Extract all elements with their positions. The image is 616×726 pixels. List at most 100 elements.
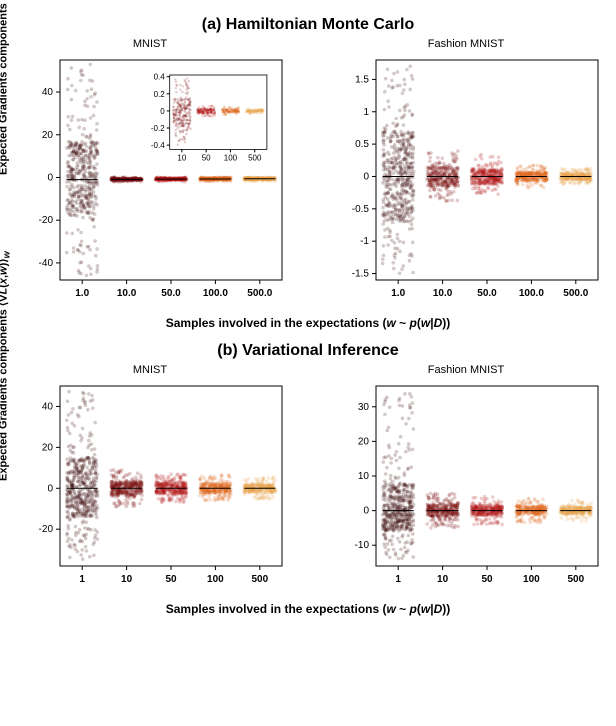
data-point [70, 84, 74, 88]
data-point [84, 537, 88, 541]
data-point [387, 84, 391, 88]
data-point [398, 155, 402, 159]
data-point [85, 485, 89, 489]
data-point [405, 219, 409, 223]
inset-data-point [178, 123, 180, 125]
data-point [87, 192, 91, 196]
inset-data-point [178, 140, 180, 142]
data-point [96, 537, 100, 541]
inset-data-point [189, 102, 191, 104]
inset-data-point [178, 109, 180, 111]
data-point [88, 431, 92, 435]
data-point [81, 216, 85, 220]
panel-subtitle: Fashion MNIST [326, 38, 606, 50]
data-point [386, 99, 390, 103]
section-title: (a) Hamiltonian Monte Carlo [10, 16, 606, 34]
data-point [516, 166, 520, 170]
data-point [83, 503, 87, 507]
data-point [94, 534, 98, 538]
data-point [496, 192, 500, 196]
inset-data-point [186, 129, 188, 131]
data-point [383, 154, 387, 158]
data-point [71, 484, 75, 488]
data-point [71, 115, 75, 119]
data-point [74, 89, 78, 93]
data-point [405, 68, 409, 72]
inset-data-point [207, 109, 209, 111]
inset-data-point [179, 84, 181, 86]
inset-data-point [175, 109, 177, 111]
data-point [166, 177, 170, 181]
inset-data-point [235, 112, 237, 114]
data-point [73, 460, 77, 464]
data-point [411, 271, 415, 275]
data-point [138, 502, 142, 506]
data-point [85, 549, 89, 553]
data-point [65, 510, 69, 514]
data-point [84, 533, 88, 537]
data-point [451, 198, 455, 202]
data-point [89, 205, 93, 209]
data-point [390, 239, 394, 243]
data-point [92, 207, 96, 211]
data-point [69, 193, 73, 197]
data-point [115, 475, 119, 479]
data-point [80, 260, 84, 264]
data-point [96, 268, 100, 272]
data-point [454, 166, 458, 170]
data-point [93, 212, 97, 216]
data-point [82, 162, 86, 166]
data-point [476, 181, 480, 185]
data-point [401, 92, 405, 96]
data-point [94, 181, 98, 185]
data-point [136, 471, 140, 475]
data-point [66, 174, 70, 178]
data-point [405, 161, 409, 165]
data-point [79, 501, 83, 505]
ytick-label: 1 [363, 107, 369, 118]
data-point [400, 148, 404, 152]
data-point [248, 178, 252, 182]
data-point [66, 88, 70, 92]
data-point [79, 553, 83, 557]
data-point [388, 167, 392, 171]
data-point [499, 168, 503, 172]
inset-data-point [185, 119, 187, 121]
data-point [542, 167, 546, 171]
data-point [407, 130, 411, 134]
data-point [525, 184, 529, 188]
data-point [398, 208, 402, 212]
data-point [437, 182, 441, 186]
data-point [68, 207, 72, 211]
data-point [87, 264, 91, 268]
data-point [85, 466, 89, 470]
data-point [409, 206, 413, 210]
ytick-label: 20 [42, 442, 54, 453]
data-point [75, 201, 79, 205]
data-point [65, 457, 69, 461]
data-point [72, 158, 76, 162]
data-point [386, 191, 390, 195]
data-point [88, 434, 92, 438]
data-point [515, 179, 519, 183]
ytick-label: -20 [39, 215, 54, 226]
inset-data-point [189, 109, 191, 111]
data-point [474, 158, 478, 162]
ytick-label: 1.5 [355, 74, 369, 85]
data-point [70, 66, 74, 70]
chart-panel: Expected Gradients components ⟨∇L(x,w)⟩w… [10, 364, 290, 598]
data-point [395, 218, 399, 222]
data-point [434, 165, 438, 169]
data-point [392, 267, 396, 271]
data-point [85, 145, 89, 149]
data-point [78, 483, 82, 487]
inset-ytick-label: -0.4 [151, 141, 165, 150]
data-point [82, 127, 86, 131]
xtick-label: 50.0 [477, 288, 497, 299]
data-point [408, 215, 412, 219]
data-point [529, 181, 533, 185]
inset-data-point [209, 109, 211, 111]
data-point [134, 491, 138, 495]
data-point [407, 142, 411, 146]
data-point [87, 245, 91, 249]
